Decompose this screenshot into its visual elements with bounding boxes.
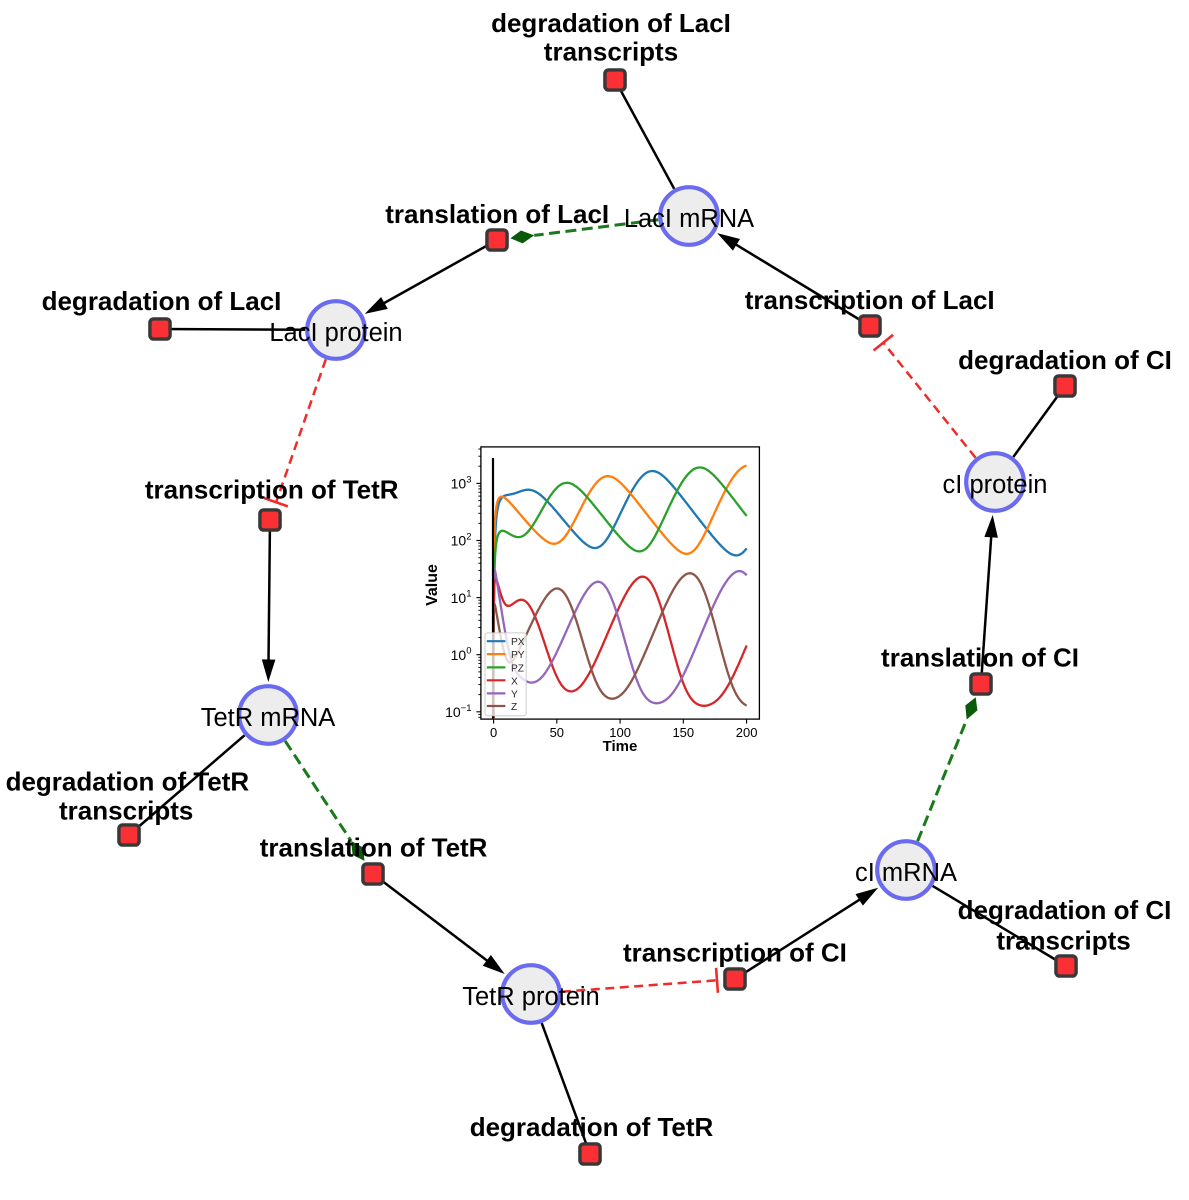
- svg-text:PZ: PZ: [511, 663, 524, 674]
- svg-text:transcription of LacI: transcription of LacI: [745, 285, 995, 315]
- svg-text:transcripts: transcripts: [996, 925, 1130, 955]
- svg-text:100: 100: [609, 725, 631, 740]
- svg-text:PX: PX: [511, 637, 525, 648]
- svg-text:100: 100: [451, 646, 472, 663]
- svg-text:Z: Z: [511, 702, 517, 713]
- svg-text:degradation of LacI: degradation of LacI: [491, 8, 731, 38]
- svg-text:transcripts: transcripts: [544, 37, 678, 67]
- svg-text:transcription of CI: transcription of CI: [623, 937, 847, 967]
- svg-text:degradation of TetR: degradation of TetR: [6, 767, 250, 797]
- svg-text:degradation of TetR: degradation of TetR: [470, 1112, 714, 1142]
- svg-text:translation of LacI: translation of LacI: [385, 199, 609, 229]
- svg-text:Time: Time: [603, 738, 638, 755]
- svg-text:TetR protein: TetR protein: [462, 983, 600, 1011]
- svg-text:LacI protein: LacI protein: [269, 319, 402, 347]
- svg-text:cI mRNA: cI mRNA: [855, 859, 957, 887]
- svg-text:translation of CI: translation of CI: [881, 642, 1079, 672]
- svg-text:200: 200: [736, 725, 758, 740]
- svg-text:degradation of LacI: degradation of LacI: [42, 286, 282, 316]
- svg-text:103: 103: [451, 474, 472, 491]
- svg-text:transcription of TetR: transcription of TetR: [145, 475, 399, 505]
- svg-text:Y: Y: [511, 689, 518, 700]
- svg-text:TetR mRNA: TetR mRNA: [201, 704, 336, 732]
- svg-text:degradation of CI: degradation of CI: [958, 345, 1172, 375]
- svg-text:LacI mRNA: LacI mRNA: [624, 205, 754, 233]
- svg-text:degradation of CI: degradation of CI: [958, 895, 1172, 925]
- svg-text:101: 101: [451, 589, 472, 606]
- svg-text:Value: Value: [424, 564, 441, 606]
- svg-text:translation of TetR: translation of TetR: [260, 833, 488, 863]
- svg-text:transcripts: transcripts: [59, 796, 193, 826]
- svg-text:PY: PY: [511, 650, 525, 661]
- svg-text:0: 0: [490, 725, 497, 740]
- svg-text:150: 150: [672, 725, 694, 740]
- svg-text:X: X: [511, 676, 518, 687]
- svg-text:50: 50: [550, 725, 564, 740]
- svg-text:10−1: 10−1: [445, 703, 471, 720]
- svg-text:102: 102: [451, 532, 472, 549]
- svg-text:cI protein: cI protein: [943, 471, 1048, 499]
